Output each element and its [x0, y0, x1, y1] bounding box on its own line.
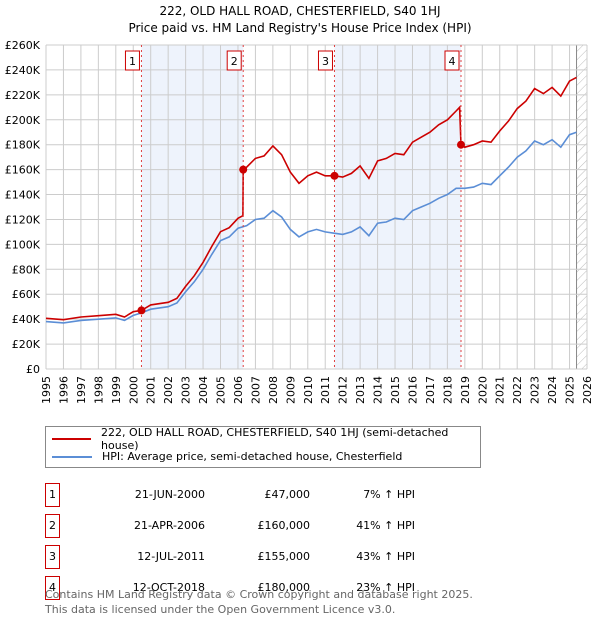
y-tick-label: £100K	[5, 238, 41, 251]
y-tick-label: £220K	[5, 89, 41, 102]
sale-row: 3 12-JUL-2011 £155,000 43% ↑ HPI	[45, 545, 445, 569]
x-tick-label: 2015	[389, 376, 402, 404]
sale-number: 3	[45, 545, 60, 569]
x-tick-label: 2010	[302, 376, 315, 404]
legend-item-property: 222, OLD HALL ROAD, CHESTERFIELD, S40 1H…	[52, 426, 480, 452]
x-tick-label: 1997	[75, 376, 88, 404]
sale-price: £155,000	[257, 550, 311, 563]
legend-item-hpi: HPI: Average price, semi-detached house,…	[52, 450, 402, 463]
x-tick-label: 1998	[92, 376, 105, 404]
x-tick-label: 2020	[476, 376, 489, 404]
sale-marker-box	[444, 50, 460, 71]
sale-marker-label: 1	[129, 55, 136, 68]
sale-marker-box	[124, 50, 140, 71]
x-tick-label: 2008	[267, 376, 280, 404]
sale-row: 1 21-JUN-2000 £47,000 7% ↑ HPI	[45, 483, 445, 507]
sale-date: 21-APR-2006	[133, 519, 205, 532]
legend: 222, OLD HALL ROAD, CHESTERFIELD, S40 1H…	[45, 426, 481, 468]
x-tick-label: 2009	[284, 376, 297, 404]
x-tick-label: 2013	[354, 376, 367, 404]
legend-swatch-blue	[52, 455, 92, 458]
y-tick-label: £240K	[5, 64, 41, 77]
chart-title: 222, OLD HALL ROAD, CHESTERFIELD, S40 1H…	[159, 4, 441, 18]
x-tick-label: 2018	[441, 376, 454, 404]
sale-point	[456, 140, 465, 149]
legend-label: 222, OLD HALL ROAD, CHESTERFIELD, S40 1H…	[101, 425, 449, 452]
sale-point	[239, 165, 248, 174]
x-tick-label: 2011	[319, 376, 332, 404]
sale-marker-box	[317, 50, 333, 71]
sale-row: 4 12-OCT-2018 £180,000 23% ↑ HPI	[45, 576, 445, 600]
y-tick-label: £40K	[12, 313, 41, 326]
x-tick-label: 2014	[372, 376, 385, 404]
shaded-range	[334, 45, 461, 369]
sale-price: £180,000	[257, 581, 311, 594]
series-line	[45, 76, 577, 321]
x-tick-label: 2016	[406, 376, 419, 404]
y-tick-label: £200K	[5, 114, 41, 127]
sale-date: 21-JUN-2000	[134, 488, 205, 501]
x-tick-label: 2022	[511, 376, 524, 404]
y-tick-label: £140K	[5, 189, 41, 202]
sale-price: £47,000	[264, 488, 311, 501]
x-tick-label: 2021	[494, 376, 507, 404]
sale-number: 4	[45, 576, 60, 600]
y-tick-label: £0	[26, 363, 40, 376]
x-tick-label: 1995	[40, 376, 53, 404]
sale-hpi-diff: 7% ↑ HPI	[363, 488, 415, 501]
price-chart: £0 £20K £40K £60K £80K £100K £120K £140K £160K £1…	[5, 39, 594, 404]
x-tick-label: 2024	[546, 376, 559, 404]
series-line	[45, 131, 577, 324]
footer-licence: This data is licensed under the Open Gov…	[45, 603, 396, 616]
y-tick-label: £160K	[5, 164, 41, 177]
x-tick-label: 2001	[145, 376, 158, 404]
x-tick-label: 1999	[110, 376, 123, 404]
x-tick-label: 2025	[564, 376, 577, 404]
sale-row: 2 21-APR-2006 £160,000 41% ↑ HPI	[45, 514, 445, 538]
x-tick-label: 2004	[197, 376, 210, 404]
x-tick-label: 2017	[424, 376, 437, 404]
sale-marker-label: 4	[448, 55, 455, 68]
sale-hpi-diff: 41% ↑ HPI	[356, 519, 415, 532]
y-tick-label: £180K	[5, 139, 41, 152]
x-tick-label: 2002	[162, 376, 175, 404]
sale-price: £160,000	[257, 519, 311, 532]
sale-hpi-diff: 23% ↑ HPI	[356, 581, 415, 594]
legend-swatch-red	[52, 437, 92, 440]
footer-copyright: Contains HM Land Registry data © Crown c…	[45, 588, 473, 601]
x-tick-label: 2005	[215, 376, 228, 404]
sale-marker-box	[226, 50, 242, 71]
x-tick-label: 2012	[337, 376, 350, 404]
x-tick-label: 2000	[127, 376, 140, 404]
sale-marker-label: 3	[322, 55, 329, 68]
x-tick-label: 2007	[249, 376, 262, 404]
y-tick-label: £120K	[5, 213, 41, 226]
x-tick-label: 1996	[57, 376, 70, 404]
forecast-hatch	[576, 45, 587, 369]
sale-number: 1	[45, 483, 60, 507]
sale-point	[330, 171, 339, 180]
shaded-range	[141, 45, 244, 369]
x-tick-label: 2023	[529, 376, 542, 404]
sale-number: 2	[45, 514, 60, 538]
x-tick-label: 2026	[581, 376, 594, 404]
x-tick-label: 2003	[180, 376, 193, 404]
sale-date: 12-JUL-2011	[137, 550, 205, 563]
y-tick-label: £80K	[12, 263, 41, 276]
legend-label: HPI: Average price, semi-detached house,…	[102, 450, 403, 463]
sale-date: 12-OCT-2018	[132, 581, 205, 594]
sale-point	[137, 306, 146, 315]
x-tick-label: 2006	[232, 376, 245, 404]
y-tick-label: £20K	[12, 338, 41, 351]
y-tick-label: £60K	[12, 288, 41, 301]
sale-hpi-diff: 43% ↑ HPI	[356, 550, 415, 563]
y-tick-label: £260K	[5, 39, 41, 52]
sale-marker-label: 2	[231, 55, 238, 68]
x-tick-label: 2019	[459, 376, 472, 404]
chart-subtitle: Price paid vs. HM Land Registry's House …	[128, 21, 472, 35]
